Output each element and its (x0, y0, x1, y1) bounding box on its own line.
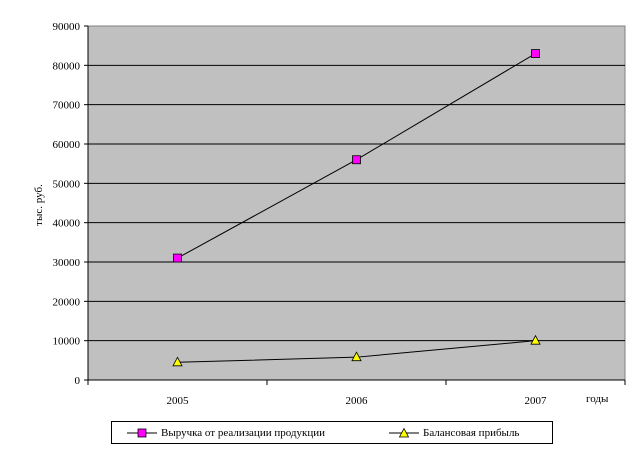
data-point (351, 351, 362, 362)
x-tick-label: 2005 (167, 395, 190, 407)
plot-area (87, 25, 626, 381)
legend-marker-square-icon (127, 428, 157, 438)
data-point (531, 49, 540, 58)
legend-label-revenue: Выручка от реализации продукции (161, 427, 326, 439)
data-point (352, 155, 361, 165)
y-tick-label: 50000 (53, 178, 81, 190)
data-point (172, 356, 183, 367)
x-axis-label: годы (586, 393, 609, 405)
y-axis-label: тыс. руб. (33, 184, 45, 226)
x-tick-label: 2007 (525, 395, 548, 407)
legend: Выручка от реализации продукции Балансов… (111, 421, 553, 444)
y-tick-label: 40000 (53, 218, 81, 230)
y-tick-label: 70000 (53, 100, 81, 112)
data-point (530, 334, 541, 345)
data-point (173, 253, 182, 263)
y-tick-label: 10000 (53, 336, 81, 348)
legend-marker-triangle-icon (389, 427, 419, 438)
y-tick-label: 0 (75, 375, 81, 387)
y-tick-label: 30000 (53, 257, 81, 269)
legend-label-profit: Балансовая прибыль (423, 427, 520, 439)
y-tick-label: 60000 (53, 139, 81, 151)
x-axis: 2005 2006 2007 (87, 379, 626, 407)
y-axis: 0 10000 20000 30000 40000 50000 60000 70000 8000… (53, 21, 89, 387)
series-markers (172, 49, 541, 367)
x-tick-label: 2006 (346, 395, 369, 407)
y-tick-label: 90000 (53, 21, 81, 33)
y-tick-label: 80000 (53, 60, 81, 72)
y-tick-label: 20000 (53, 296, 81, 308)
